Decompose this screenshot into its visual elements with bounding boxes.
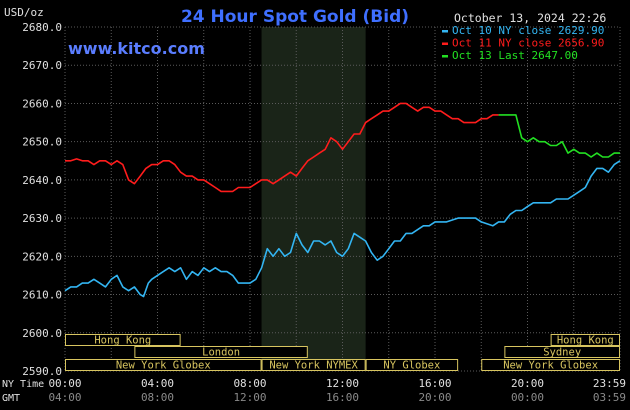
session-label: New York Globex [503,360,598,372]
x-tick-gmt: 08:00 [141,391,174,404]
session-box [261,359,366,371]
y-tick-label: 2650.0 [22,136,62,149]
gmt-label: GMT [2,393,20,404]
x-tick-gmt: 04:00 [48,391,81,404]
y-tick-label: 2640.0 [22,174,62,187]
series-line-1 [64,160,621,298]
session-label: Hong Kong [94,335,151,347]
x-tick-gmt: 20:00 [418,391,451,404]
x-tick-ny: 00:00 [48,377,81,390]
session-box [504,346,620,358]
nymex-session-shade [261,27,366,371]
y-tick-label: 2600.0 [22,327,62,340]
session-label: London [202,347,240,359]
x-tick-gmt: 03:59 [593,391,626,404]
series-line-3 [498,114,620,158]
session-label: Sydney [543,347,581,359]
ny-time-label: NY Time [2,379,44,390]
x-tick-ny: 23:59 [593,377,626,390]
y-tick-label: 2660.0 [22,97,62,110]
unit-label: USD/oz [4,6,44,19]
session-label: Hong Kong [557,335,614,347]
legend-marker-2 [442,42,448,45]
chart-timestamp: October 13, 2024 22:26 [454,11,606,25]
axis-labels: 2680.0 2670.0 2660.0 2650.0 2640.0 2630.0 2620… [2,21,626,404]
y-tick-label: 2670.0 [22,59,62,72]
session-box [550,334,620,346]
session-label: NY Globex [383,360,440,372]
chart-title: 24 Hour Spot Gold (Bid) [181,7,409,27]
session-box [134,346,308,358]
x-tick-ny: 20:00 [511,377,544,390]
session-box [365,359,459,371]
session-box [65,334,181,346]
y-tick-label: 2610.0 [22,289,62,302]
y-tick-label: 2680.0 [22,21,62,34]
y-tick-label: 2620.0 [22,250,62,263]
x-tick-gmt: 12:00 [233,391,266,404]
x-tick-ny: 16:00 [418,377,451,390]
legend-marker-1 [442,30,448,33]
x-tick-ny: 08:00 [233,377,266,390]
y-tick-label: 2630.0 [22,212,62,225]
session-box [481,359,620,371]
site-watermark: www.kitco.com [68,39,205,58]
x-tick-gmt: 00:00 [511,391,544,404]
session-label: New York NYMEX [269,360,358,372]
shaded-region [261,27,366,371]
x-tick-ny: 04:00 [141,377,174,390]
series-line-2 [65,102,499,193]
x-tick-ny: 12:00 [326,377,359,390]
series-lines [64,102,621,298]
legend-label-3: Oct 13 Last 2647.00 [452,49,578,62]
session-box [65,359,262,371]
x-tick-gmt: 16:00 [326,391,359,404]
legend-label-1: Oct 10 NY close 2629.90 [452,24,604,37]
session-label: New York Globex [116,360,211,372]
legend-marker-3 [442,55,448,58]
y-tick-label: 2590.0 [22,365,62,378]
legend-label-2: Oct 11 NY close 2656.90 [452,37,604,50]
